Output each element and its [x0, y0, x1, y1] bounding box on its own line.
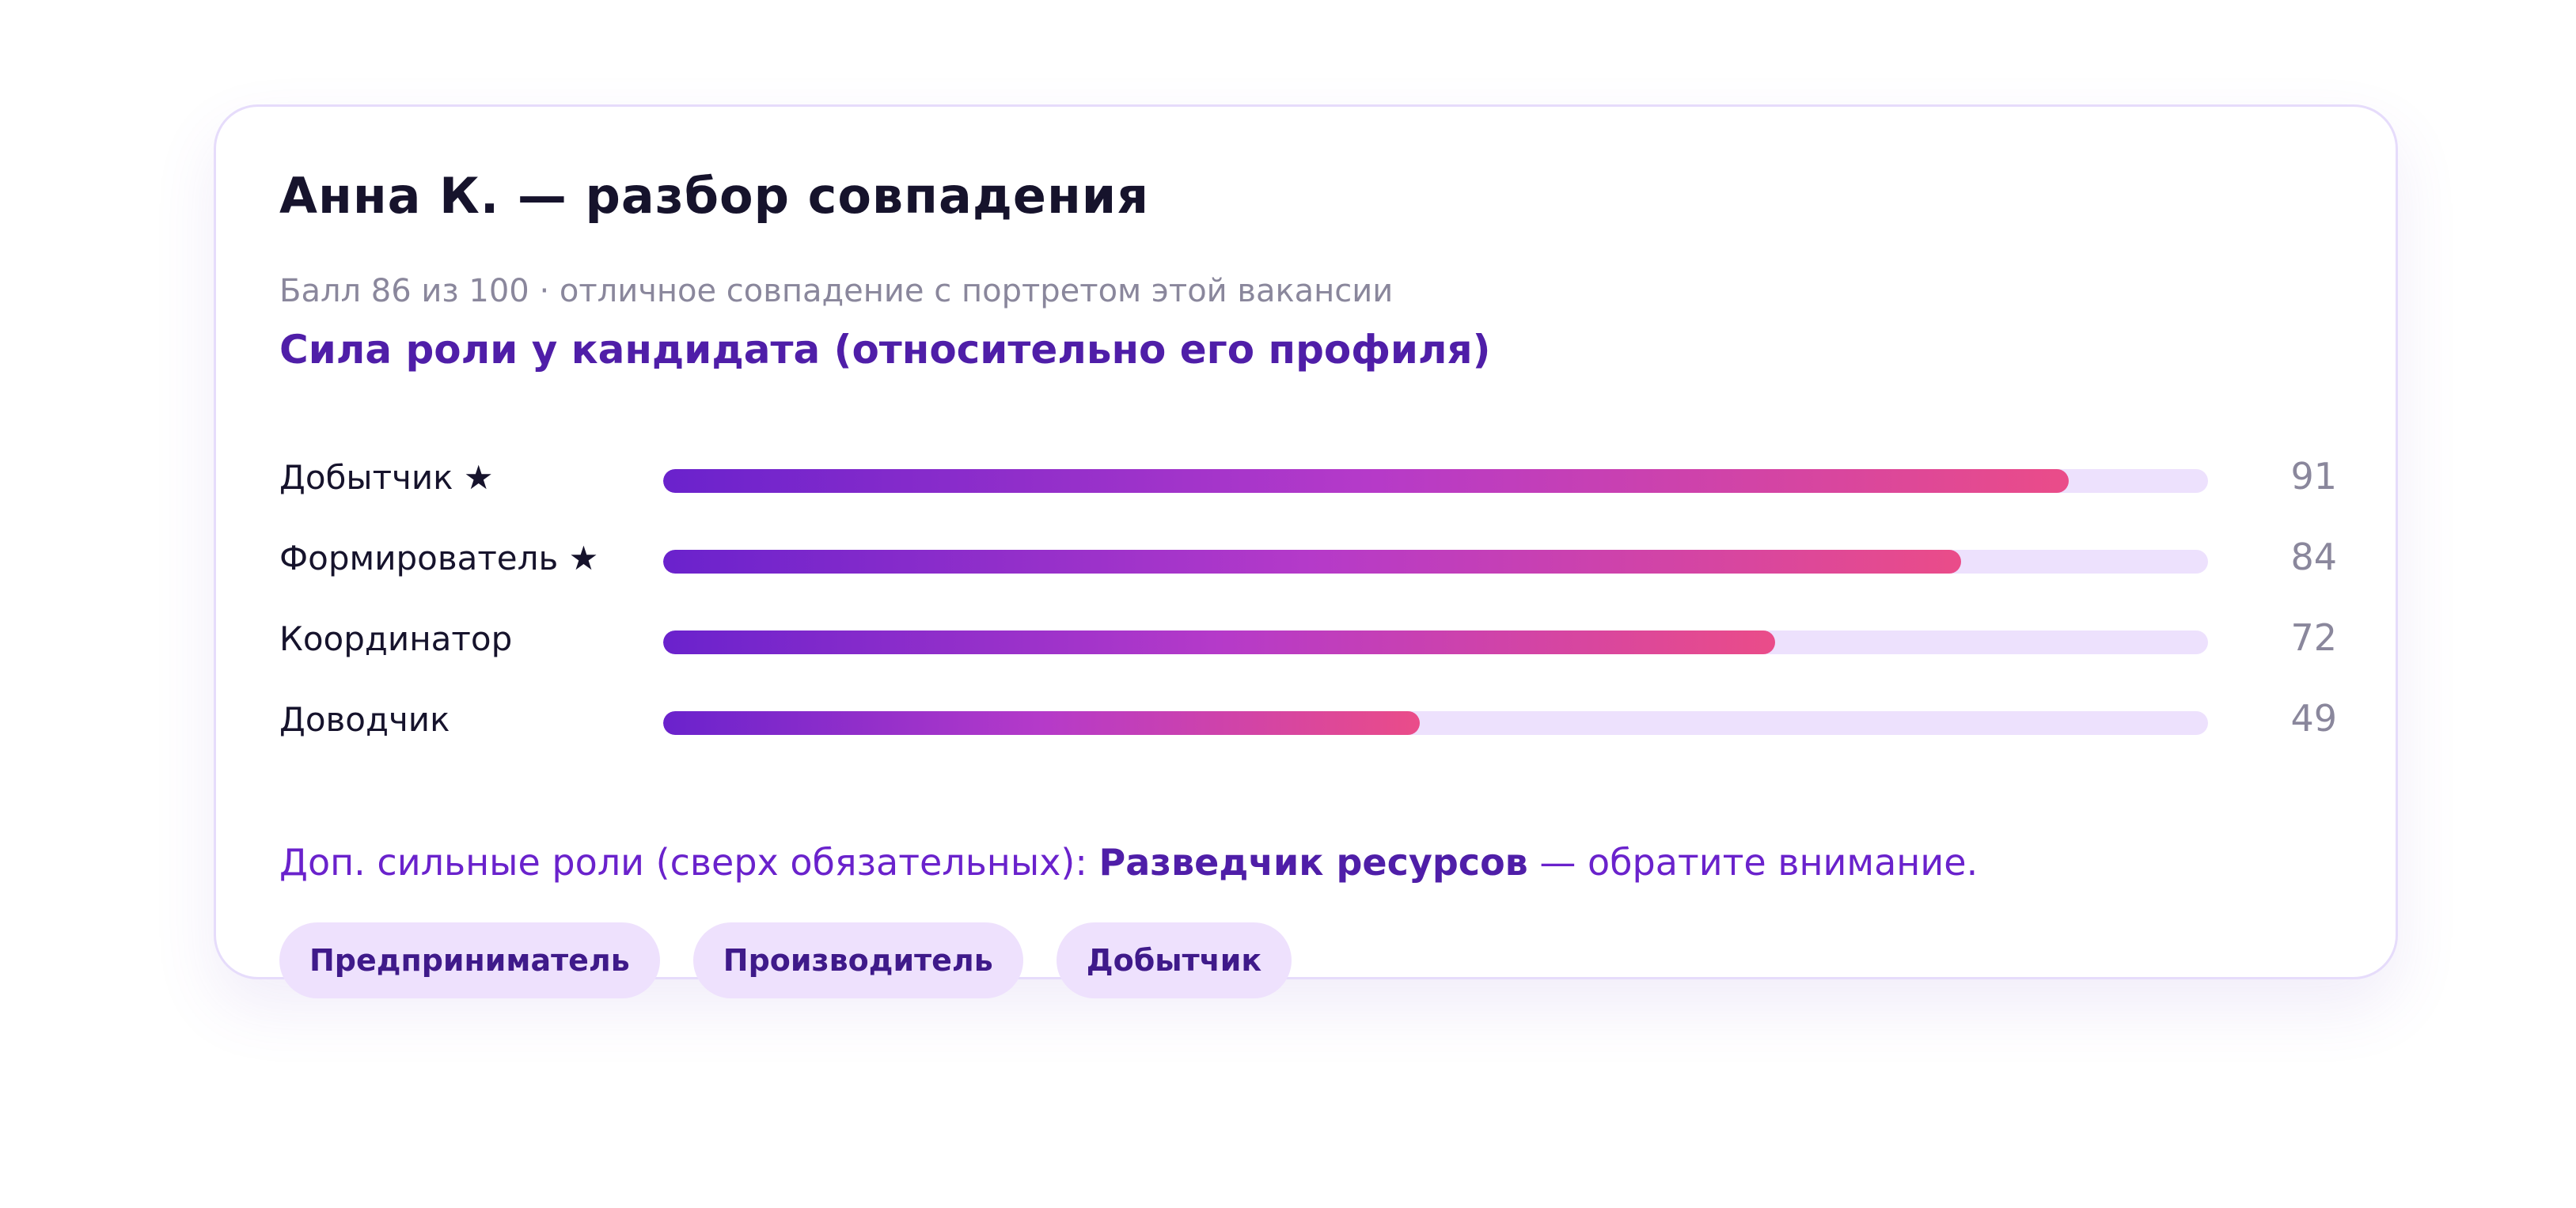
page-title: Анна К. — разбор совпадения [279, 167, 1150, 225]
chip-entrepreneur[interactable]: Предприниматель [279, 922, 660, 998]
role-value: 49 [2290, 697, 2337, 740]
extra-note-prefix: Доп. сильные роли (сверх обязательных): [279, 841, 1099, 884]
role-bar-track [663, 469, 2208, 493]
role-value: 84 [2290, 536, 2337, 578]
extra-role-highlight: Разведчик ресурсов [1098, 841, 1528, 884]
role-chips: Предприниматель Производитель Добытчик [279, 922, 1292, 998]
role-label: Формирователь ★ [279, 539, 599, 577]
role-row: Доводчик 49 [279, 692, 2337, 749]
role-bar-fill [663, 711, 1421, 735]
extra-roles-note: Доп. сильные роли (сверх обязательных): … [279, 841, 1978, 884]
section-title: Сила роли у кандидата (относительно его … [279, 327, 1491, 373]
role-value: 91 [2290, 455, 2337, 498]
chip-miner[interactable]: Добытчик [1056, 922, 1292, 998]
role-bar-track [663, 711, 2208, 735]
role-row: Координатор 72 [279, 612, 2337, 668]
role-bar-fill [663, 469, 2070, 493]
role-row: Формирователь ★ 84 [279, 531, 2337, 588]
match-card: Анна К. — разбор совпадения Балл 86 из 1… [214, 104, 2398, 998]
role-label: Доводчик [279, 700, 450, 739]
role-bar-fill [663, 550, 1961, 574]
role-label: Добытчик ★ [279, 458, 494, 497]
extra-note-suffix: — обратите внимание. [1527, 841, 1978, 884]
score-subtitle: Балл 86 из 100 · отличное совпадение с п… [279, 273, 1394, 309]
role-bar-track [663, 631, 2208, 654]
role-value: 72 [2290, 616, 2337, 659]
role-label: Координатор [279, 619, 513, 658]
role-bar-track [663, 550, 2208, 574]
chip-producer[interactable]: Производитель [692, 922, 1023, 998]
role-row: Добытчик ★ 91 [279, 450, 2337, 507]
role-bar-fill [663, 631, 1776, 654]
